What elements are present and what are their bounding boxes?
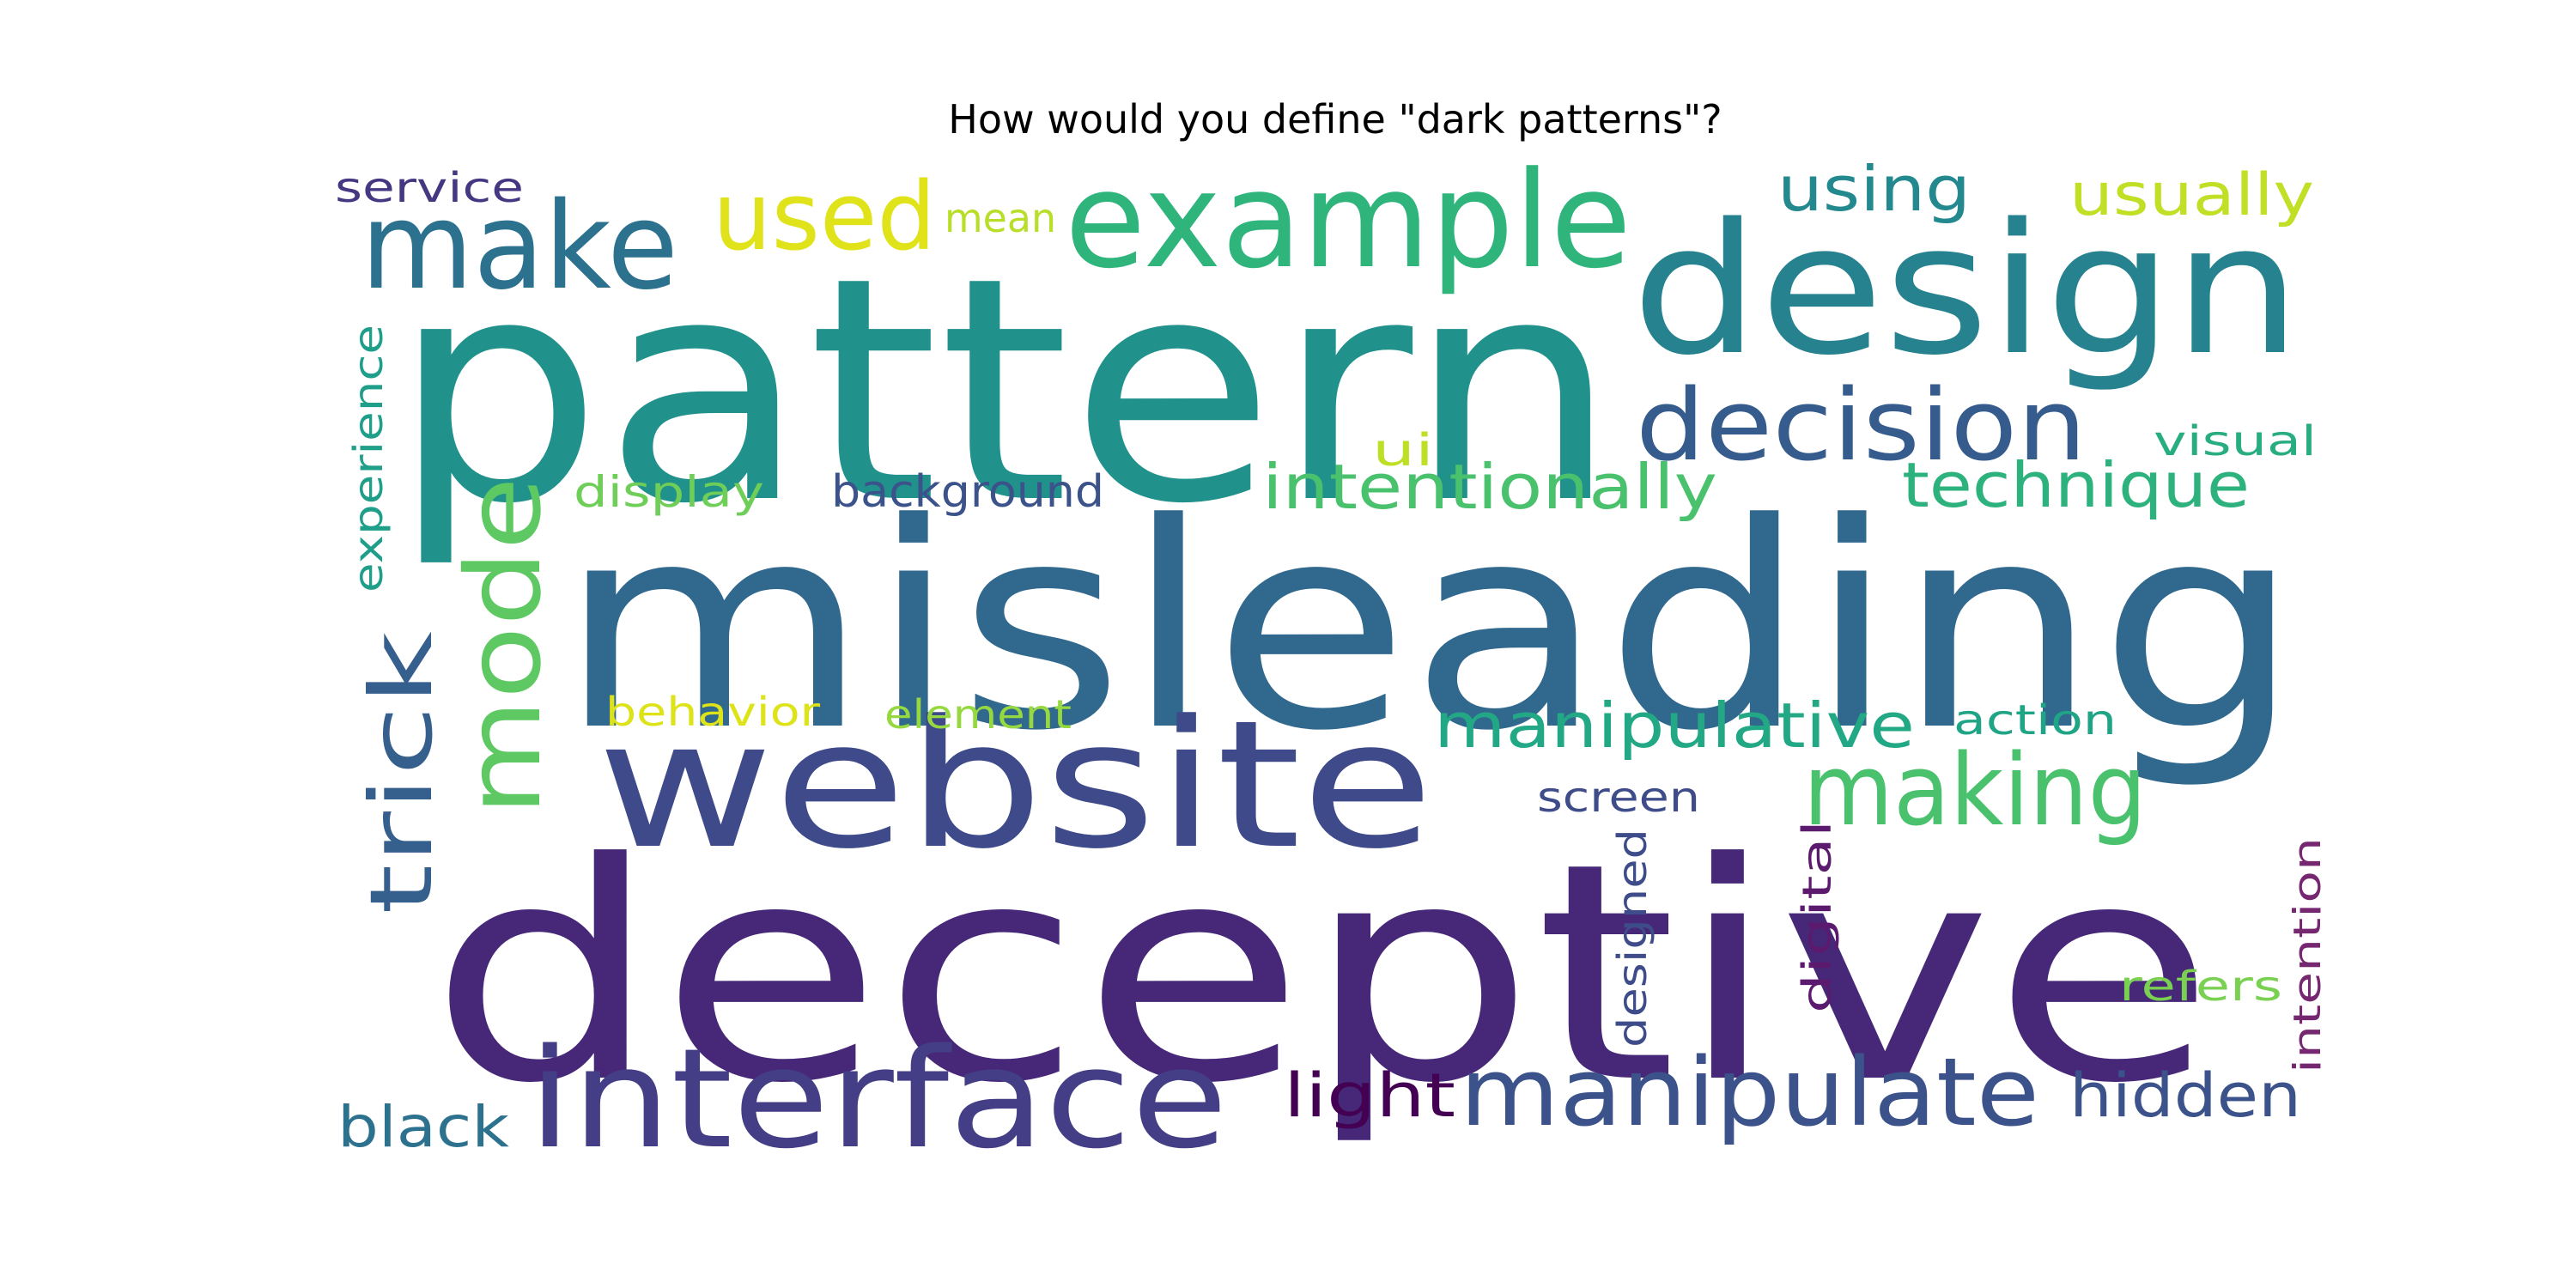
word-deceptive: deceptive [429,799,2215,1149]
word-background: background [831,466,1104,518]
word-mean: mean [945,195,1056,241]
word-display: display [574,467,764,517]
word-design: design [1631,185,2301,395]
word-intention: intention [2286,837,2330,1073]
word-refers: refers [2119,963,2282,1011]
word-interface: interface [528,1018,1228,1179]
word-used: used [713,161,936,271]
word-visual: visual [2154,417,2317,465]
word-screen: screen [1537,774,1700,822]
wordcloud: patternmisleadingdeceptivedesignwebsitee… [335,143,2330,1179]
word-behavior: behavior [605,689,820,735]
word-technique: technique [1902,449,2250,521]
word-ui: ui [1372,425,1434,477]
word-mode: mode [445,477,564,816]
word-website: website [597,683,1434,888]
word-action: action [1953,696,2117,744]
word-manipulate: manipulate [1460,1037,2039,1147]
word-digital: digital [1794,820,1840,1013]
word-manipulative: manipulative [1434,690,1915,762]
word-light: light [1284,1060,1455,1131]
word-misleading: misleading [558,463,2301,793]
word-intentionally: intentionally [1262,451,1717,523]
word-using: using [1777,153,1971,225]
chart-title: How would you define "dark patterns"? [948,96,1722,143]
word-decision: decision [1636,368,2087,483]
word-service: service [335,164,524,212]
word-usually: usually [2069,161,2314,229]
word-black: black [337,1094,510,1160]
word-hidden: hidden [2069,1060,2301,1131]
word-example: example [1065,143,1631,298]
word-pattern: pattern [391,211,1619,571]
word-element: element [884,691,1072,738]
word-making: making [1803,733,2147,848]
word-designed: designed [1609,829,1656,1048]
word-make: make [361,177,678,317]
word-trick: trick [351,631,452,914]
word-experience: experience [345,325,392,592]
